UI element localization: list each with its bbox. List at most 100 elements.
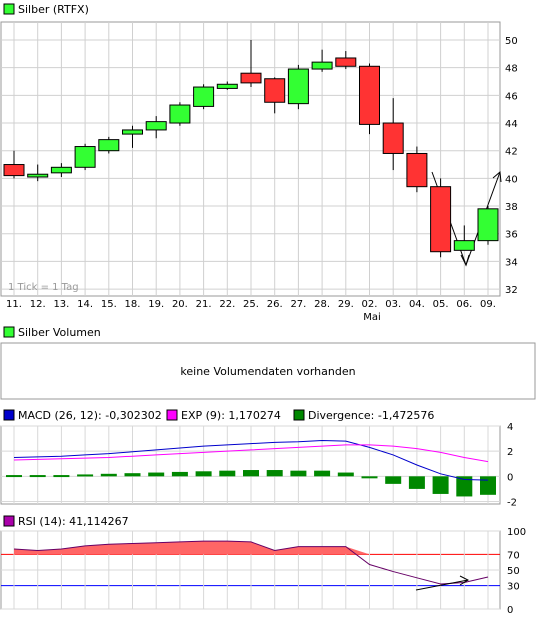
price-xtick-label: 13. xyxy=(53,299,69,310)
macd-ytick-label: 4 xyxy=(507,422,513,433)
divergence-bar xyxy=(29,475,46,478)
month-label: Mai xyxy=(363,312,381,323)
price-xtick-label: 20. xyxy=(172,299,188,310)
divergence-bar xyxy=(124,473,141,477)
price-xtick-label: 25. xyxy=(243,299,259,310)
rsi-overbought-fill xyxy=(14,541,488,555)
divergence-bar xyxy=(456,476,473,497)
rsi-area xyxy=(13,540,489,585)
candle-body xyxy=(287,68,309,105)
price-xtick-label: 11. xyxy=(6,299,22,310)
macd-legend: MACD (26, 12): -0,302302 xyxy=(18,409,162,422)
divergence-bar xyxy=(219,470,236,477)
divergence-bar xyxy=(337,472,354,477)
candle-body xyxy=(193,86,215,107)
price-xtick-label: 06. xyxy=(456,299,472,310)
div-legend-swatch xyxy=(293,409,305,421)
exp-legend: EXP (9): 1,170274 xyxy=(181,409,281,422)
volume-message: keine Volumendaten vorhanden xyxy=(180,365,355,378)
macd-yaxis: 4 2 0 -2 xyxy=(507,422,517,508)
price-xtick-label: 21. xyxy=(196,299,212,310)
candle-body xyxy=(382,122,404,154)
candle-body xyxy=(74,146,96,168)
candle-body xyxy=(240,72,262,84)
candle-body xyxy=(311,61,333,70)
candle-body xyxy=(430,186,452,253)
price-xtick-label: 18. xyxy=(125,299,141,310)
price-xtick-label: 26. xyxy=(267,299,283,310)
macd-ytick-label: -2 xyxy=(507,497,517,508)
rsi-panel: RSI (14): 41,114267 100 70 50 30 0 xyxy=(0,515,526,616)
divergence-bar xyxy=(314,470,331,477)
rsi-ytick-label: 100 xyxy=(507,527,526,538)
candle-body xyxy=(406,152,428,188)
candles xyxy=(3,39,499,258)
divergence-bar xyxy=(148,472,165,477)
candle-body xyxy=(477,208,499,242)
div-legend: Divergence: -1,472576 xyxy=(308,409,434,422)
price-legend-swatch xyxy=(3,3,15,15)
price-xtick-label: 15. xyxy=(101,299,117,310)
price-xtick-label: 09. xyxy=(480,299,496,310)
exp-line xyxy=(13,444,489,463)
candle-body xyxy=(264,78,286,103)
divergence-bar xyxy=(243,470,259,477)
price-xtick-label: 29. xyxy=(338,299,354,310)
price-xtick-label: 12. xyxy=(30,299,46,310)
price-ytick-label: 42 xyxy=(505,147,518,158)
price-ytick-label: 48 xyxy=(505,64,518,75)
candle-body xyxy=(169,104,191,124)
price-ytick-label: 50 xyxy=(505,36,518,47)
exp-legend-swatch xyxy=(166,409,178,421)
price-panel: Silber (RTFX) 1 Tick = 1 Tag 32 34 36 38 40 4… xyxy=(0,3,518,323)
price-ytick-label: 44 xyxy=(505,119,518,130)
price-xtick-label: 02. xyxy=(362,299,378,310)
divergence-bar xyxy=(361,476,378,479)
price-xaxis: 11. 12. 13. 14. 15. 18. 19. 20. 21. 22. 25. 26. 27. 2… xyxy=(6,299,496,310)
price-ytick-label: 32 xyxy=(505,285,518,296)
price-legend: Silber (RTFX) xyxy=(18,3,89,16)
rsi-legend: RSI (14): 41,114267 xyxy=(18,515,129,528)
divergence-bar xyxy=(408,476,425,489)
price-ytick-label: 40 xyxy=(505,174,518,185)
macd-panel: MACD (26, 12): -0,302302 EXP (9): 1,1702… xyxy=(0,409,517,508)
rsi-ytick-label: 70 xyxy=(507,550,520,561)
rsi-line xyxy=(13,540,489,585)
candle-body xyxy=(453,240,475,251)
candle-body xyxy=(335,57,357,67)
price-xtick-label: 04. xyxy=(409,299,425,310)
candle-body xyxy=(145,121,167,131)
divergence-bar xyxy=(266,470,283,477)
price-xtick-label: 27. xyxy=(290,299,306,310)
divergence-bar xyxy=(6,475,22,478)
candle-body xyxy=(359,65,380,125)
rsi-ytick-label: 0 xyxy=(507,605,513,616)
price-watermark: 1 Tick = 1 Tag xyxy=(8,282,79,293)
candle-body xyxy=(122,129,143,135)
candle-body xyxy=(50,166,72,174)
divergence-bar xyxy=(480,476,496,495)
divergence-bars xyxy=(6,470,496,497)
candle-body xyxy=(27,173,49,178)
price-xtick-label: 22. xyxy=(219,299,235,310)
price-xtick-label: 28. xyxy=(314,299,330,310)
candle-body xyxy=(98,139,120,152)
rsi-ytick-label: 50 xyxy=(507,566,520,577)
rsi-legend-swatch xyxy=(3,515,15,527)
price-ytick-label: 36 xyxy=(505,230,518,241)
divergence-bar xyxy=(77,474,94,477)
price-ytick-label: 46 xyxy=(505,91,518,102)
divergence-bar xyxy=(53,475,70,478)
macd-ytick-label: 0 xyxy=(507,472,513,483)
price-xtick-label: 14. xyxy=(77,299,93,310)
macd-lines xyxy=(13,439,489,481)
volume-frame xyxy=(0,342,536,400)
macd-legend-swatch xyxy=(3,409,15,421)
price-yaxis: 32 34 36 38 40 42 44 46 48 50 xyxy=(505,36,518,296)
divergence-bar xyxy=(432,476,449,494)
price-xtick-label: 03. xyxy=(385,299,401,310)
price-xtick-label: 05. xyxy=(433,299,449,310)
candle-body xyxy=(216,83,238,89)
divergence-bar xyxy=(385,476,402,484)
